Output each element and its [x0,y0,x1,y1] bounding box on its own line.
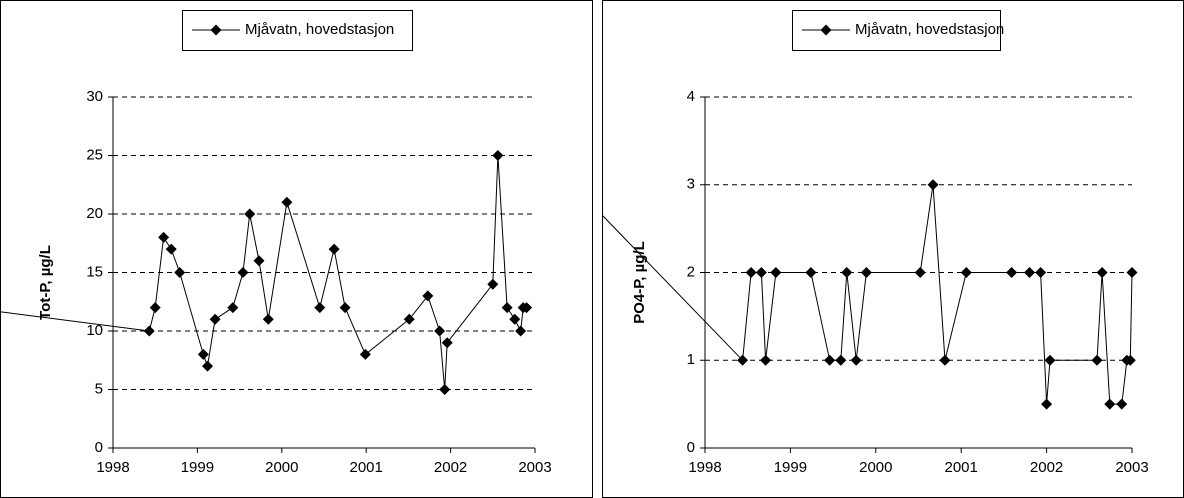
x-tick-label: 2002 [1030,459,1063,476]
x-tick-label: 2003 [518,459,551,476]
data-point [1006,267,1018,278]
series-line [603,184,1133,405]
data-point [755,267,767,278]
data-point [501,302,513,314]
y-tick-label: 10 [86,322,103,339]
x-tick-label: 1998 [688,459,721,476]
y-tick-label: 30 [86,88,103,105]
data-point [143,325,155,337]
data-point [927,179,939,191]
data-point [403,313,415,325]
data-point [202,360,214,372]
data-point [158,231,170,243]
data-point [262,313,274,325]
data-point [1096,267,1108,278]
data-point [237,267,249,278]
chart-panel [602,0,1184,498]
legend: Mjåvatn, hovedstasjon [182,10,413,51]
data-point [835,354,847,366]
data-point [515,325,527,337]
data-point [1104,398,1116,410]
data-point [1116,398,1128,410]
legend-marker [820,24,832,36]
data-point [745,267,757,278]
data-point [841,267,853,278]
data-point [314,302,326,314]
x-tick-label: 2002 [434,459,467,476]
data-point [441,337,453,349]
x-tick-label: 2001 [350,459,383,476]
data-point [487,278,499,290]
data-point [434,325,446,337]
x-tick-label: 1999 [774,459,807,476]
data-point [860,267,872,278]
x-tick-label: 2000 [265,459,298,476]
data-point [339,302,351,314]
data-point [149,302,161,314]
data-point [939,354,951,366]
data-point [1024,267,1036,278]
y-tick-label: 20 [86,205,103,222]
data-point [209,313,221,325]
data-point [1044,354,1056,366]
data-point [359,348,371,360]
data-point [1126,267,1138,278]
data-point [328,243,340,255]
data-point [805,267,817,278]
data-point [770,267,782,278]
data-point [509,313,521,325]
data-point [244,208,256,220]
data-point [1124,354,1136,366]
plot-area [603,179,1138,410]
x-tick-label: 1999 [181,459,214,476]
x-tick-label: 2003 [1115,459,1148,476]
y-axis-label: PO4-P, µg/L [631,241,648,324]
y-tick-label: 2 [687,263,695,280]
data-point [197,348,209,360]
data-point [737,354,749,366]
y-tick-label: 4 [687,88,695,105]
y-tick-label: 0 [95,439,103,456]
data-point [1035,267,1047,278]
y-tick-label: 15 [86,263,103,280]
x-tick-label: 2000 [859,459,892,476]
y-tick-label: 1 [687,351,695,368]
data-point [253,255,265,267]
x-tick-label: 1998 [96,459,129,476]
legend-marker [210,24,222,36]
legend: Mjåvatn, hovedstasjon [792,10,1004,51]
plot-area [1,150,533,395]
data-point [439,384,451,395]
data-point [227,302,239,314]
data-point [760,354,772,366]
y-tick-label: 0 [687,439,695,456]
data-point [960,267,972,278]
legend-label: Mjåvatn, hovedstasjon [855,21,1004,38]
legend-label: Mjåvatn, hovedstasjon [245,21,394,38]
data-point [850,354,862,366]
data-point [174,267,186,278]
data-point [492,150,504,161]
y-tick-label: 5 [95,380,103,397]
data-point [1091,354,1103,366]
data-point [422,290,434,302]
x-tick-label: 2001 [945,459,978,476]
y-tick-label: 3 [687,176,695,193]
data-point [521,302,533,314]
data-point [1041,398,1053,410]
data-point [281,196,293,208]
data-point [824,354,836,366]
y-axis-label: Tot-P, µg/L [37,245,54,320]
data-point [165,243,177,255]
data-point [914,267,926,278]
y-tick-label: 25 [86,146,103,163]
